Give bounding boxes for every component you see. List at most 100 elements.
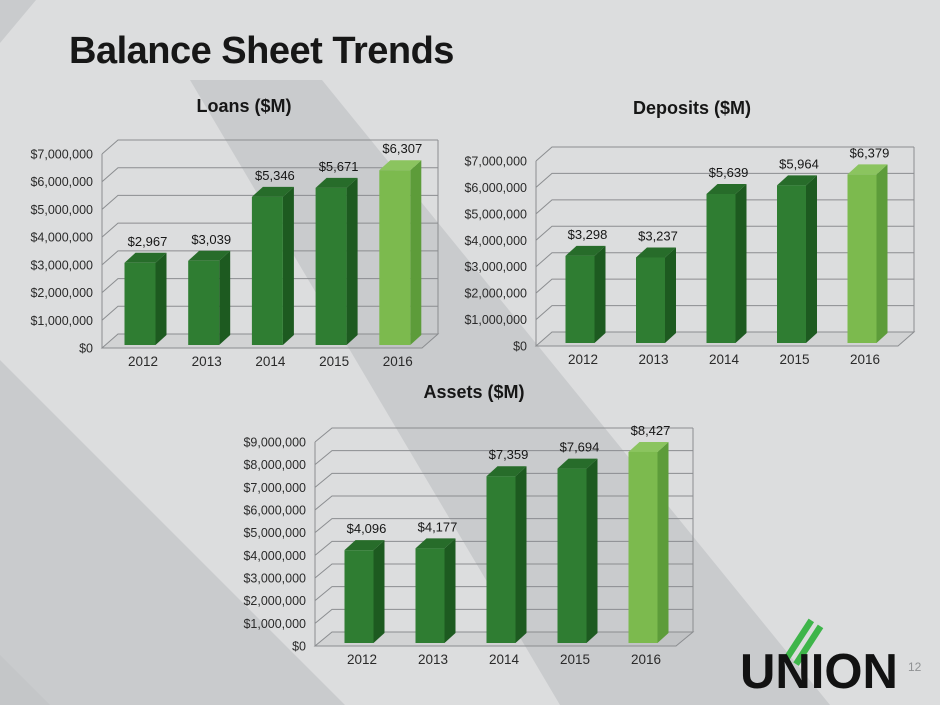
page-title: Balance Sheet Trends: [69, 30, 454, 72]
bar: [379, 170, 411, 345]
bar-side-face: [219, 250, 231, 345]
category-label: 2015: [319, 354, 349, 369]
page-number: 12: [908, 660, 922, 674]
bar: [415, 548, 445, 643]
bar-side-face: [657, 441, 669, 643]
loans-chart: Loans ($M) $0 $1,000,000 $2,000,000 $3,000,0…: [30, 96, 440, 369]
axis-tick-label: $4,000,000: [30, 231, 93, 245]
category-label: 2012: [128, 354, 158, 369]
bar-value-label: $7,694: [560, 440, 600, 455]
category-label: 2016: [850, 352, 880, 367]
bar: [486, 476, 516, 643]
bar-top-face: [847, 164, 888, 175]
category-label: 2015: [779, 352, 809, 367]
bar: [847, 174, 877, 343]
category-label: 2014: [255, 354, 286, 369]
bar-value-label: $3,237: [638, 228, 678, 243]
axis-tick-label: $7,000,000: [243, 481, 306, 495]
background-diagonal-band-left: [0, 360, 345, 705]
bar-side-face: [735, 183, 747, 343]
gridline: [535, 146, 914, 162]
gridline: [535, 172, 914, 188]
bar-side-face: [373, 540, 385, 643]
bar: [124, 262, 156, 345]
bar-value-label: $6,379: [850, 145, 890, 160]
bar-side-face: [282, 186, 294, 345]
bar-top-face: [251, 186, 294, 197]
bar-side-face: [410, 160, 422, 345]
axis-tick-label: $7,000,000: [30, 148, 93, 162]
bar-value-label: $6,307: [382, 141, 422, 156]
bar-top-face: [628, 441, 669, 452]
axis-tick-label: $2,000,000: [464, 287, 527, 301]
bar-top-face: [636, 247, 676, 258]
axis-tick-label: $1,000,000: [464, 313, 527, 327]
bar-side-face: [806, 175, 817, 343]
bar: [315, 187, 347, 345]
chart-title: Assets ($M): [423, 382, 524, 402]
axis-tick-label: $3,000,000: [243, 572, 306, 586]
gridline: [314, 427, 693, 443]
bar: [636, 257, 665, 343]
bar-side-face: [876, 164, 888, 343]
bar: [251, 196, 283, 345]
assets-chart: Assets ($M) $0 $1,000,000 $2,000,000 $3,000,…: [243, 382, 695, 667]
axis-tick-label: $3,000,000: [30, 258, 93, 272]
axis-tick-label: $1,000,000: [243, 617, 306, 631]
union-logo: UNION: [740, 618, 898, 699]
bar-value-label: $3,298: [568, 227, 608, 242]
bar: [777, 185, 806, 343]
category-label: 2013: [638, 352, 668, 367]
category-label: 2012: [568, 352, 598, 367]
bar-top-face: [188, 250, 231, 261]
bar-value-label: $5,639: [709, 165, 749, 180]
axis-tick-label: $6,000,000: [30, 175, 93, 189]
axis-tick-label: $5,000,000: [464, 207, 527, 221]
axis-tick-label: $6,000,000: [464, 181, 527, 195]
bar-side-face: [155, 252, 167, 345]
background-corner-triangle: [0, 0, 36, 43]
axis-tick-label: $0: [513, 340, 527, 354]
deposits-chart: Deposits ($M) $0 $1,000,000 $2,000,000 $3,00…: [464, 98, 916, 367]
category-label: 2013: [192, 354, 222, 369]
gridline: [101, 139, 438, 155]
bar: [706, 193, 736, 343]
background-corner-triangle-bottom: [0, 655, 50, 705]
bar-value-label: $5,671: [319, 159, 359, 174]
axis-tick-label: $9,000,000: [243, 436, 306, 450]
bar-top-face: [315, 177, 358, 188]
bar-side-face: [594, 245, 606, 343]
bar: [628, 451, 658, 643]
category-label: 2014: [709, 352, 740, 367]
bar-top-face: [706, 183, 747, 194]
axis-tick-label: $0: [79, 342, 93, 356]
bar-top-face: [486, 466, 527, 477]
bar-value-label: $5,346: [255, 168, 295, 183]
bar: [344, 550, 374, 643]
axis-tick-label: $5,000,000: [30, 203, 93, 217]
bar-top-face: [344, 540, 385, 551]
axis-tick-label: $8,000,000: [243, 458, 306, 472]
logo-green-stripes: [783, 618, 824, 666]
axis-tick-label: $6,000,000: [243, 504, 306, 518]
bar: [565, 255, 595, 343]
bar-value-label: $3,039: [191, 232, 231, 247]
bar-side-face: [346, 177, 358, 345]
axis-tick-label: $4,000,000: [464, 234, 527, 248]
gridline: [101, 167, 438, 183]
axis-tick-label: $5,000,000: [243, 526, 306, 540]
bar-value-label: $5,964: [779, 156, 819, 171]
bar-top-face: [777, 175, 817, 186]
bar-value-label: $2,967: [128, 234, 168, 249]
category-label: 2016: [383, 354, 413, 369]
bar-top-face: [565, 245, 606, 256]
bar-top-face: [124, 252, 167, 263]
bar: [188, 260, 220, 345]
bar-top-face: [379, 160, 422, 171]
axis-tick-label: $2,000,000: [243, 594, 306, 608]
axis-tick-label: $3,000,000: [464, 260, 527, 274]
bar-top-face: [557, 458, 598, 469]
category-label: 2015: [560, 652, 590, 667]
